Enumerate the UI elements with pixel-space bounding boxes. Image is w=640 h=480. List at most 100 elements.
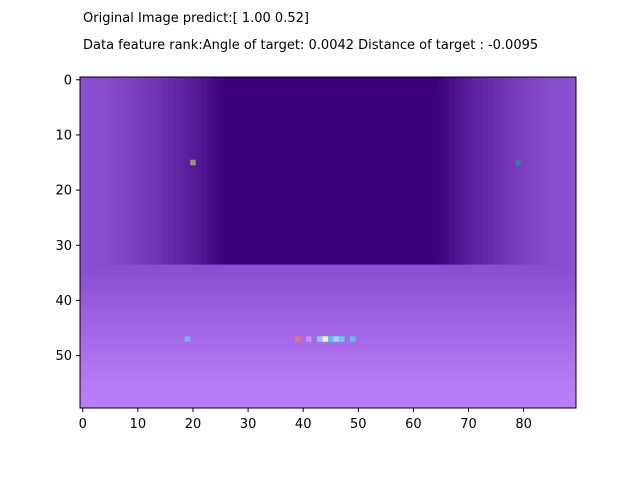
side-wall-column (553, 77, 560, 265)
y-tick-label: 40 (55, 294, 72, 309)
side-wall-column (217, 77, 224, 265)
predict-title: Original Image predict:[ 1.00 0.52] (83, 11, 309, 26)
side-wall-column (548, 77, 555, 265)
highlighted-pixels (184, 159, 521, 342)
side-wall-column (487, 77, 494, 265)
y-tick-label: 50 (55, 349, 72, 364)
side-wall-column (135, 77, 142, 265)
side-wall-column (173, 77, 180, 265)
side-wall-column (504, 77, 511, 265)
side-wall-column (190, 77, 197, 265)
x-tick-label: 60 (405, 417, 422, 432)
y-tick-label: 20 (55, 184, 72, 199)
floor-row (80, 380, 577, 387)
side-wall-column (124, 77, 130, 265)
side-wall-column (184, 77, 191, 265)
floor-row (80, 286, 577, 293)
side-wall-column (107, 77, 114, 265)
highlighted-pixel (322, 336, 328, 342)
floor-row (80, 358, 577, 365)
x-axis: 0 10 20 30 40 50 60 70 80 (79, 408, 532, 432)
x-tick-label: 40 (295, 417, 312, 432)
side-wall-column (471, 77, 478, 265)
side-wall-column (515, 77, 522, 265)
highlighted-pixel (515, 159, 521, 166)
floor-row (80, 297, 577, 304)
highlighted-pixel (333, 336, 340, 342)
highlighted-pixel (190, 159, 196, 166)
feature-rank-title: Data feature rank:Angle of target: 0.004… (83, 38, 539, 53)
floor-row (80, 352, 577, 359)
side-wall-column (96, 77, 103, 265)
plot-frame (79, 76, 577, 409)
side-wall-column (559, 77, 566, 265)
floor-row (80, 402, 577, 409)
highlighted-pixel (316, 336, 323, 342)
side-wall-column (157, 77, 164, 265)
side-wall-column (531, 77, 538, 265)
x-tick-label: 50 (350, 417, 367, 432)
x-tick-label: 70 (460, 417, 477, 432)
floor-row (80, 363, 577, 370)
floor-row (80, 369, 577, 376)
floor-row (80, 264, 577, 271)
side-wall-column (91, 77, 97, 265)
side-wall-column (443, 77, 450, 265)
side-wall-column (498, 77, 505, 265)
side-wall-column (526, 77, 533, 265)
side-wall-column (201, 77, 208, 265)
floor-row (80, 391, 577, 398)
side-wall-column (206, 77, 213, 265)
side-wall-column (102, 77, 108, 265)
highlighted-pixel (294, 336, 301, 342)
side-wall-column (465, 77, 472, 265)
floor-row (80, 319, 577, 326)
y-axis: 0 10 20 30 40 50 (55, 73, 80, 364)
side-wall-column (140, 77, 147, 265)
side-wall-column (570, 77, 577, 265)
floor-row (80, 385, 577, 392)
side-wall-column (162, 77, 169, 265)
side-wall-column (118, 77, 125, 265)
heatmap-image (80, 77, 577, 409)
x-tick-label: 0 (79, 417, 87, 432)
side-wall-column (85, 77, 92, 265)
side-wall-column (537, 77, 544, 265)
side-wall-column (151, 77, 158, 265)
side-wall-column (454, 77, 461, 265)
floor-row (80, 374, 577, 381)
floor-row (80, 341, 577, 348)
side-wall-column (80, 77, 86, 265)
floor-row (80, 281, 577, 288)
side-wall-column (168, 77, 175, 265)
y-tick-label: 10 (55, 128, 72, 143)
highlighted-pixel (328, 336, 334, 342)
highlighted-pixel (305, 336, 312, 342)
highlighted-pixel (339, 336, 345, 342)
floor-row (80, 303, 577, 310)
y-tick-label: 30 (55, 239, 72, 254)
side-wall-column (195, 77, 202, 265)
side-wall-column (212, 77, 219, 265)
x-tick-label: 10 (130, 417, 147, 432)
side-wall-column (438, 77, 445, 265)
side-wall-column (146, 77, 153, 265)
side-wall-column (476, 77, 483, 265)
side-wall-column (179, 77, 186, 265)
side-wall-column (564, 77, 571, 265)
side-wall-column (542, 77, 549, 265)
side-wall-column (449, 77, 456, 265)
side-wall-column (460, 77, 467, 265)
floor-row (80, 270, 577, 276)
x-tick-label: 30 (240, 417, 257, 432)
side-wall-column (509, 77, 516, 265)
highlighted-pixel (184, 336, 191, 342)
side-wall-column (129, 77, 136, 265)
side-wall-column (482, 77, 489, 265)
x-tick-label: 80 (515, 417, 532, 432)
floor-row (80, 347, 577, 354)
floor-row (80, 330, 577, 337)
floor-row (80, 396, 577, 403)
floor-row (80, 292, 577, 299)
